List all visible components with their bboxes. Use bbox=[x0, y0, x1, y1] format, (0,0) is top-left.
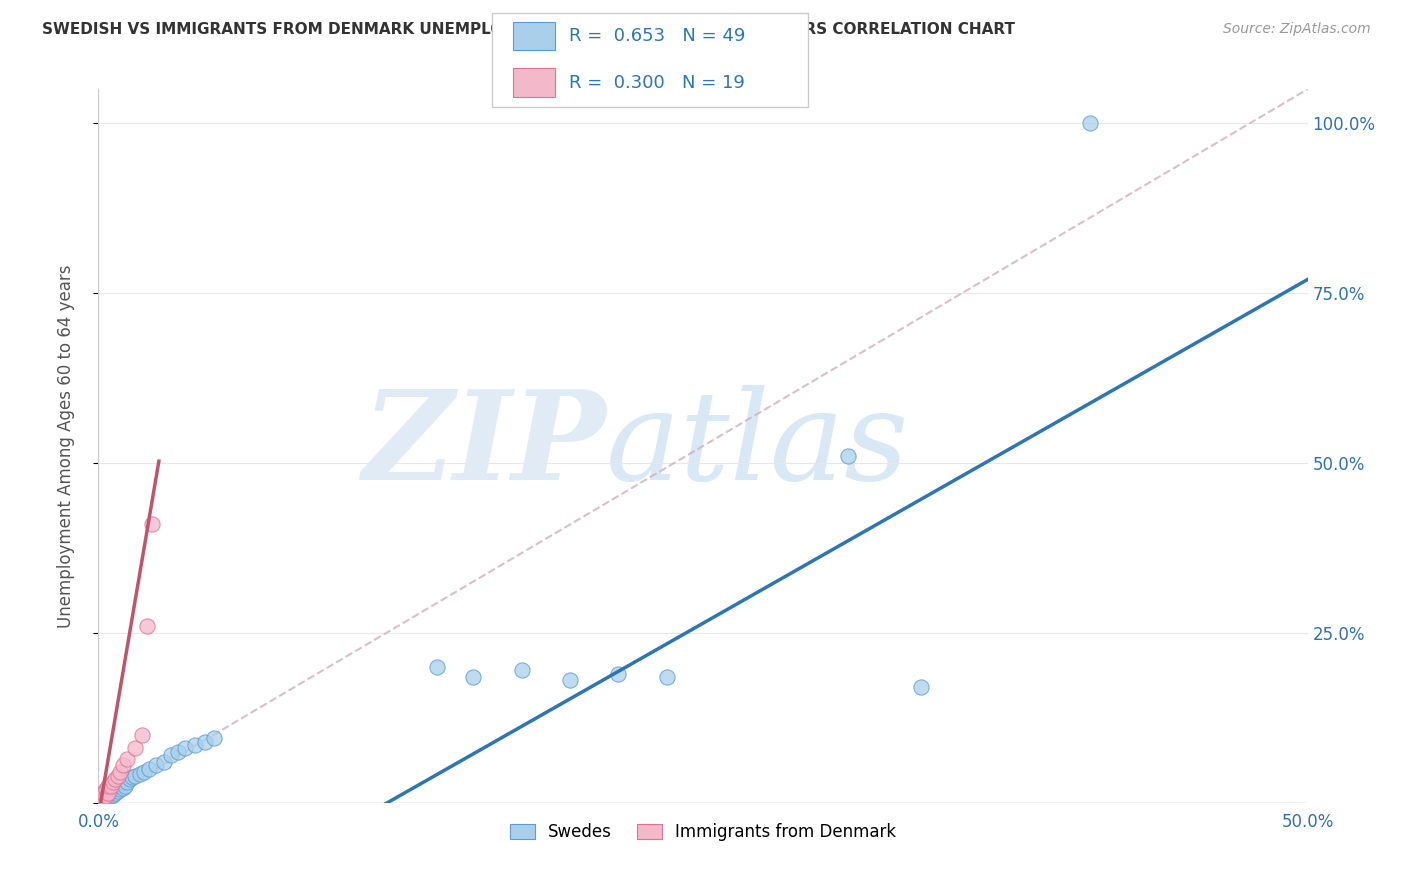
Text: Source: ZipAtlas.com: Source: ZipAtlas.com bbox=[1223, 22, 1371, 37]
Point bbox=[128, 767, 150, 781]
Point bbox=[100, 782, 122, 797]
Point bbox=[114, 779, 136, 793]
Point bbox=[90, 792, 112, 806]
Point bbox=[108, 777, 131, 791]
Point bbox=[167, 745, 190, 759]
Point bbox=[108, 765, 131, 780]
Point bbox=[111, 758, 134, 772]
Y-axis label: Unemployment Among Ages 60 to 64 years: Unemployment Among Ages 60 to 64 years bbox=[56, 264, 75, 628]
Point bbox=[100, 786, 122, 800]
Point bbox=[101, 775, 124, 789]
Point bbox=[101, 788, 124, 802]
Point bbox=[91, 786, 114, 800]
Point bbox=[463, 670, 485, 684]
Point bbox=[837, 449, 859, 463]
Point bbox=[90, 790, 112, 805]
Point bbox=[104, 780, 127, 795]
Point bbox=[910, 680, 932, 694]
Legend: Swedes, Immigrants from Denmark: Swedes, Immigrants from Denmark bbox=[503, 817, 903, 848]
Point bbox=[510, 663, 533, 677]
Point bbox=[174, 741, 197, 756]
Text: atlas: atlas bbox=[606, 385, 910, 507]
Point bbox=[194, 734, 217, 748]
Point bbox=[90, 789, 112, 803]
Text: ZIP: ZIP bbox=[363, 385, 606, 507]
Point bbox=[160, 748, 183, 763]
Point bbox=[134, 765, 156, 780]
Point bbox=[97, 786, 120, 800]
Point bbox=[104, 772, 127, 786]
Point bbox=[97, 790, 120, 805]
Point bbox=[107, 779, 129, 793]
Point bbox=[107, 769, 129, 783]
Point bbox=[426, 660, 449, 674]
Point bbox=[121, 770, 143, 784]
Point bbox=[91, 792, 114, 806]
Point bbox=[124, 769, 146, 783]
Point bbox=[204, 731, 226, 746]
Point bbox=[94, 792, 117, 806]
Point bbox=[90, 792, 112, 806]
Point bbox=[607, 666, 630, 681]
Point bbox=[97, 779, 120, 793]
Point bbox=[91, 786, 114, 800]
Point bbox=[558, 673, 581, 688]
Point bbox=[94, 786, 117, 800]
Point bbox=[108, 782, 131, 797]
Point bbox=[111, 780, 134, 795]
Point bbox=[141, 517, 163, 532]
Point bbox=[97, 783, 120, 797]
Point bbox=[124, 741, 146, 756]
Point bbox=[107, 783, 129, 797]
Point bbox=[138, 762, 160, 776]
Point bbox=[94, 789, 117, 803]
Point bbox=[184, 738, 207, 752]
Point bbox=[131, 728, 153, 742]
Point bbox=[101, 783, 124, 797]
Point bbox=[1078, 116, 1101, 130]
Point bbox=[111, 775, 134, 789]
Point bbox=[100, 779, 122, 793]
Point bbox=[655, 670, 678, 684]
Point bbox=[104, 786, 127, 800]
Point bbox=[117, 751, 139, 765]
Point bbox=[100, 789, 122, 803]
Text: R =  0.653   N = 49: R = 0.653 N = 49 bbox=[569, 27, 745, 45]
Point bbox=[152, 755, 174, 769]
Point bbox=[94, 789, 117, 803]
Point bbox=[91, 789, 114, 803]
Point bbox=[97, 788, 120, 802]
Point bbox=[135, 619, 157, 633]
Point bbox=[91, 790, 114, 805]
Point bbox=[117, 775, 139, 789]
Text: R =  0.300   N = 19: R = 0.300 N = 19 bbox=[569, 73, 745, 92]
Point bbox=[94, 782, 117, 797]
Text: SWEDISH VS IMMIGRANTS FROM DENMARK UNEMPLOYMENT AMONG AGES 60 TO 64 YEARS CORREL: SWEDISH VS IMMIGRANTS FROM DENMARK UNEMP… bbox=[42, 22, 1015, 37]
Point bbox=[118, 772, 141, 786]
Point bbox=[145, 758, 167, 772]
